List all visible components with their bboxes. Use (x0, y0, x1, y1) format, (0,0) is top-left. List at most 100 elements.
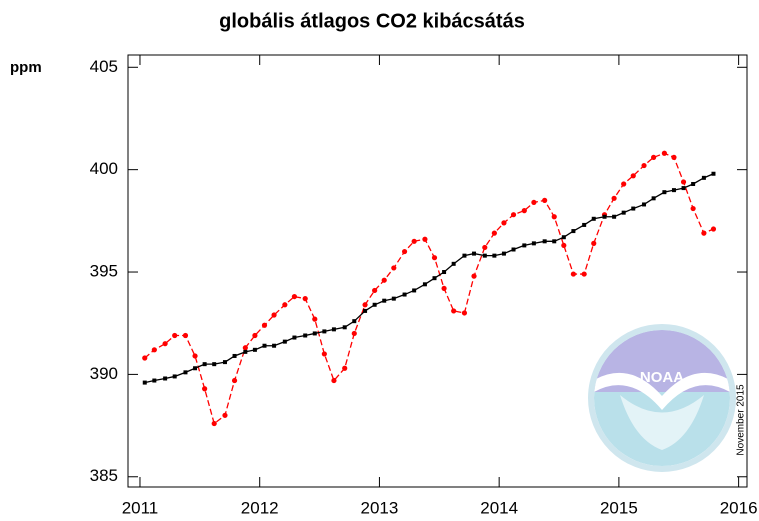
point (391, 296, 396, 301)
point (262, 343, 267, 348)
point (641, 162, 647, 169)
point (183, 370, 188, 375)
point (701, 230, 707, 236)
point (432, 276, 437, 281)
point (302, 296, 308, 302)
point (492, 253, 497, 258)
chart-title: globális átlagos CO2 kibácsátás (219, 10, 525, 32)
point (621, 181, 627, 187)
point (192, 353, 198, 359)
point (222, 360, 227, 365)
point (501, 251, 506, 256)
y-tick-label: 405 (90, 57, 118, 76)
point (351, 330, 357, 337)
point (630, 173, 636, 179)
point (501, 220, 507, 226)
plot-frame (127, 54, 748, 488)
point (690, 205, 696, 212)
point (482, 244, 488, 251)
point (331, 327, 336, 332)
x-tick-label: 2012 (241, 498, 279, 517)
y-tick-label: 395 (90, 262, 118, 281)
x-tick-label: 2015 (600, 498, 638, 517)
point (242, 345, 248, 351)
point (172, 374, 177, 379)
point (591, 240, 597, 246)
point (372, 302, 377, 307)
point (531, 241, 536, 246)
point (331, 377, 337, 384)
point (163, 376, 168, 381)
point (542, 197, 548, 203)
point (491, 230, 497, 236)
noaa-logo: NOAA (588, 324, 736, 472)
point (451, 308, 457, 314)
point (152, 378, 157, 383)
point (462, 253, 467, 258)
point (231, 377, 238, 384)
point (442, 270, 447, 275)
point (342, 325, 347, 330)
point (352, 319, 357, 324)
point (602, 214, 607, 219)
point (261, 322, 268, 328)
point (321, 351, 327, 357)
point (292, 335, 297, 340)
point (422, 236, 428, 242)
point (631, 206, 636, 211)
point (193, 366, 198, 371)
point (422, 282, 427, 287)
point (510, 212, 517, 218)
point (142, 355, 148, 361)
point (303, 333, 308, 338)
point (431, 255, 438, 261)
point (411, 238, 417, 244)
point (202, 386, 208, 392)
point (172, 332, 178, 339)
point (142, 380, 147, 385)
point (621, 210, 626, 215)
x-tick-label: 2013 (361, 498, 399, 517)
annotation: November 2015 (736, 384, 747, 456)
point (681, 186, 686, 191)
point (461, 310, 468, 316)
point (552, 239, 557, 244)
point (680, 179, 687, 185)
y-tick-label: 400 (90, 159, 118, 178)
point (362, 302, 368, 308)
point (162, 341, 168, 347)
point (312, 316, 318, 322)
point (611, 195, 617, 201)
point (542, 239, 547, 244)
point (363, 308, 368, 313)
point (151, 347, 157, 353)
point (211, 420, 217, 427)
point (642, 202, 647, 207)
point (581, 271, 587, 277)
point (570, 271, 576, 277)
point (342, 365, 348, 371)
point (312, 331, 317, 336)
logo-text: NOAA (640, 369, 684, 386)
point (511, 247, 516, 252)
point (401, 248, 408, 255)
x-tick-label: 2014 (480, 498, 518, 517)
point (282, 302, 288, 308)
point (710, 226, 717, 232)
point (291, 293, 298, 300)
point (521, 208, 527, 214)
point (561, 242, 567, 249)
point (561, 235, 566, 240)
point (531, 199, 537, 206)
point (662, 190, 667, 195)
point (391, 265, 397, 271)
point (482, 253, 487, 258)
point (272, 343, 277, 348)
x-tick-label: 2016 (720, 498, 758, 517)
point (551, 214, 557, 220)
point (381, 277, 387, 283)
point (661, 150, 667, 156)
point (522, 243, 527, 248)
point (671, 188, 676, 193)
